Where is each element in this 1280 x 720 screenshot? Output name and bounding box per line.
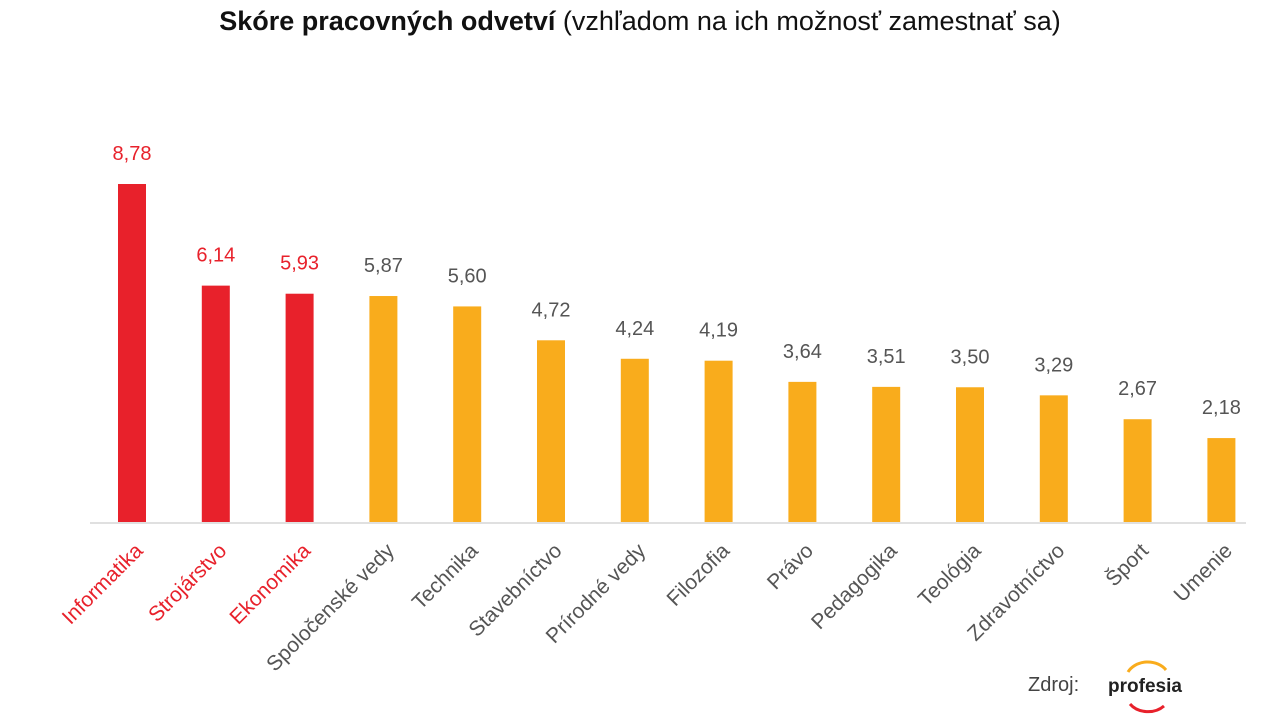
bar-10 (956, 387, 984, 522)
title-rest: (vzhľadom na ich možnosť zamestnať sa) (555, 6, 1061, 36)
category-label-4: Technika (408, 539, 483, 614)
bar-2 (285, 293, 314, 522)
data-label-1: 6,14 (196, 245, 235, 267)
data-label-5: 4,72 (532, 299, 571, 321)
data-label-13: 2,18 (1202, 397, 1241, 419)
bar-13 (1207, 438, 1236, 522)
category-label-13: Umenie (1169, 539, 1236, 606)
category-label-1: Strojárstvo (144, 539, 231, 626)
bar-11 (1039, 395, 1068, 522)
bar-9 (872, 386, 901, 522)
data-label-12: 2,67 (1118, 378, 1157, 400)
data-label-10: 3,50 (951, 346, 990, 368)
category-label-7: Filozofia (663, 539, 735, 611)
data-label-0: 8,78 (113, 143, 152, 165)
bar-8 (788, 381, 817, 522)
category-label-9: Pedagogika (807, 539, 902, 634)
bar-6 (620, 358, 649, 522)
category-label-10: Teológia (914, 539, 986, 611)
source-label: Zdroj: (1028, 674, 1080, 696)
bar-7 (704, 360, 733, 522)
data-label-6: 4,24 (615, 318, 654, 340)
data-label-4: 5,60 (448, 265, 487, 287)
data-label-7: 4,19 (699, 320, 738, 342)
data-label-8: 3,64 (783, 341, 822, 363)
data-label-3: 5,87 (364, 255, 403, 277)
profesia-logo: profesia (1108, 660, 1182, 714)
data-label-2: 5,93 (280, 253, 319, 275)
category-label-8: Právo (763, 539, 818, 594)
chart-title: Skóre pracovných odvetví (vzhľadom na ic… (0, 6, 1280, 37)
title-bold: Skóre pracovných odvetví (219, 6, 556, 36)
data-label-9: 3,51 (867, 346, 906, 368)
bar-0 (118, 184, 146, 522)
bar-3 (369, 296, 398, 522)
category-label-12: Šport (1101, 539, 1153, 591)
category-label-0: Informatika (58, 539, 148, 629)
bar-12 (1123, 419, 1152, 522)
data-label-11: 3,29 (1034, 354, 1073, 376)
category-label-2: Ekonomika (225, 539, 315, 629)
bar-5 (537, 340, 565, 522)
bar-1 (201, 285, 230, 522)
logo-text: profesia (1108, 676, 1182, 697)
bar-4 (453, 306, 482, 522)
